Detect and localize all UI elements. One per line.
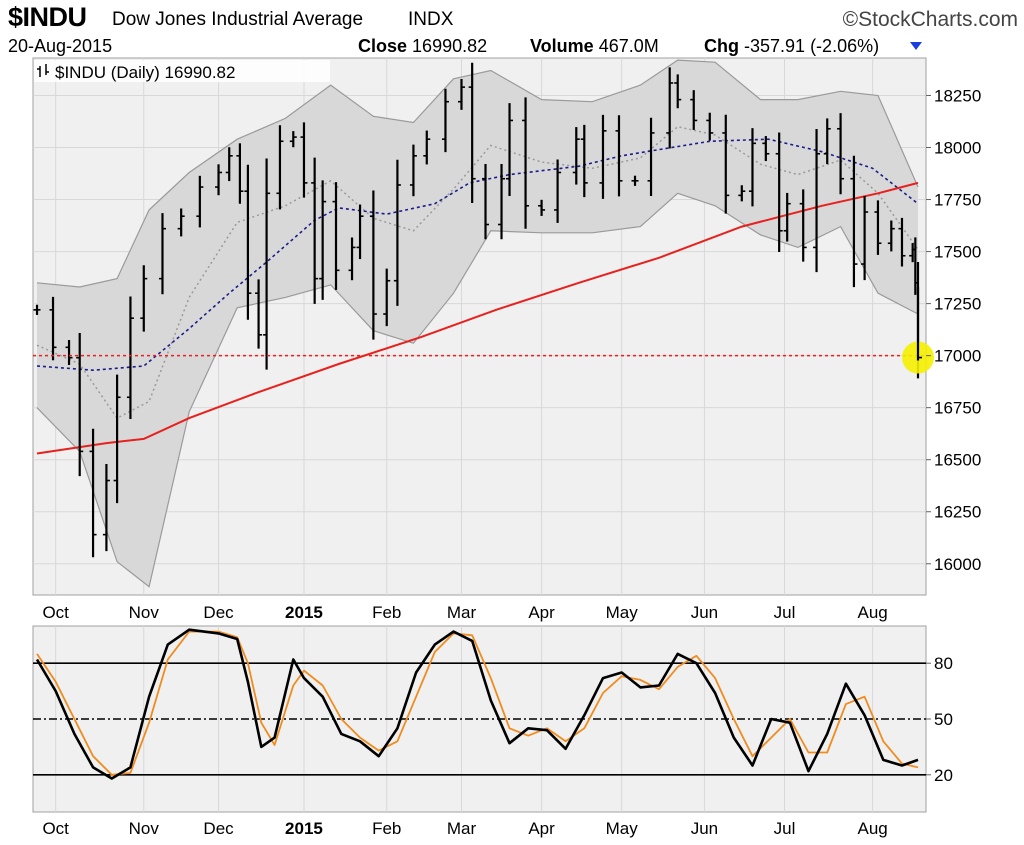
volume-value: 467.0M	[598, 36, 659, 56]
change-label: Chg	[704, 36, 739, 56]
x-axis-tick-label: Nov	[129, 603, 160, 622]
quote-date: 20-Aug-2015	[8, 36, 113, 56]
y-axis-tick-label: 17750	[934, 191, 981, 210]
y-axis-tick-label: 17250	[934, 295, 981, 314]
y-axis-tick-label: 18250	[934, 86, 981, 105]
close-value: 16990.82	[412, 36, 488, 56]
x-axis-tick-label: Jul	[774, 603, 796, 622]
x-axis-tick-label: Oct	[42, 603, 69, 622]
y-axis-tick-label: 16000	[934, 555, 981, 574]
y-axis-tick-label: 17500	[934, 243, 981, 262]
price-legend-label: $INDU (Daily) 16990.82	[55, 63, 235, 82]
y-axis-tick-label: 16250	[934, 503, 981, 522]
y-axis-tick-label: 16750	[934, 399, 981, 418]
x-axis-tick-label: Apr	[528, 603, 555, 622]
y-axis-tick-label: 17000	[934, 347, 981, 366]
x-axis-tick-label: Jun	[691, 603, 718, 622]
down-arrow-icon	[910, 42, 922, 50]
y-axis-tick-label: 18000	[934, 139, 981, 158]
x-axis-tick-label: Mar	[447, 603, 477, 622]
x-axis-tick-label: 2015	[285, 603, 323, 622]
change-value: -357.91 (-2.06%)	[744, 36, 880, 56]
x-axis-tick-label: Dec	[203, 603, 234, 622]
y-axis-tick-label: 16500	[934, 451, 981, 470]
sma-200-line	[36, 181, 919, 455]
bollinger-band-fill	[37, 60, 918, 587]
volume-label: Volume	[530, 36, 594, 56]
x-axis-tick-label: May	[606, 603, 639, 622]
copyright-link[interactable]: ©StockCharts.com	[842, 8, 1018, 31]
legend-box	[34, 60, 330, 82]
index-name: Dow Jones Industrial Average	[112, 9, 364, 30]
ohlc-bars-icon	[37, 64, 49, 77]
close-label: Close	[358, 36, 408, 56]
price-legend: $INDU (Daily) 16990.82	[34, 60, 330, 82]
ticker-symbol: $INDU	[8, 2, 87, 32]
close-stat: Close 16990.82	[358, 36, 487, 57]
change-stat: Chg -357.91 (-2.06%)	[704, 36, 879, 57]
x-axis-tick-label: Aug	[857, 603, 887, 622]
x-axis-tick-label: Feb	[372, 603, 401, 622]
volume-stat: Volume 467.0M	[530, 36, 659, 57]
exchange-label: INDX	[408, 9, 454, 30]
sma-50-line	[36, 138, 919, 372]
